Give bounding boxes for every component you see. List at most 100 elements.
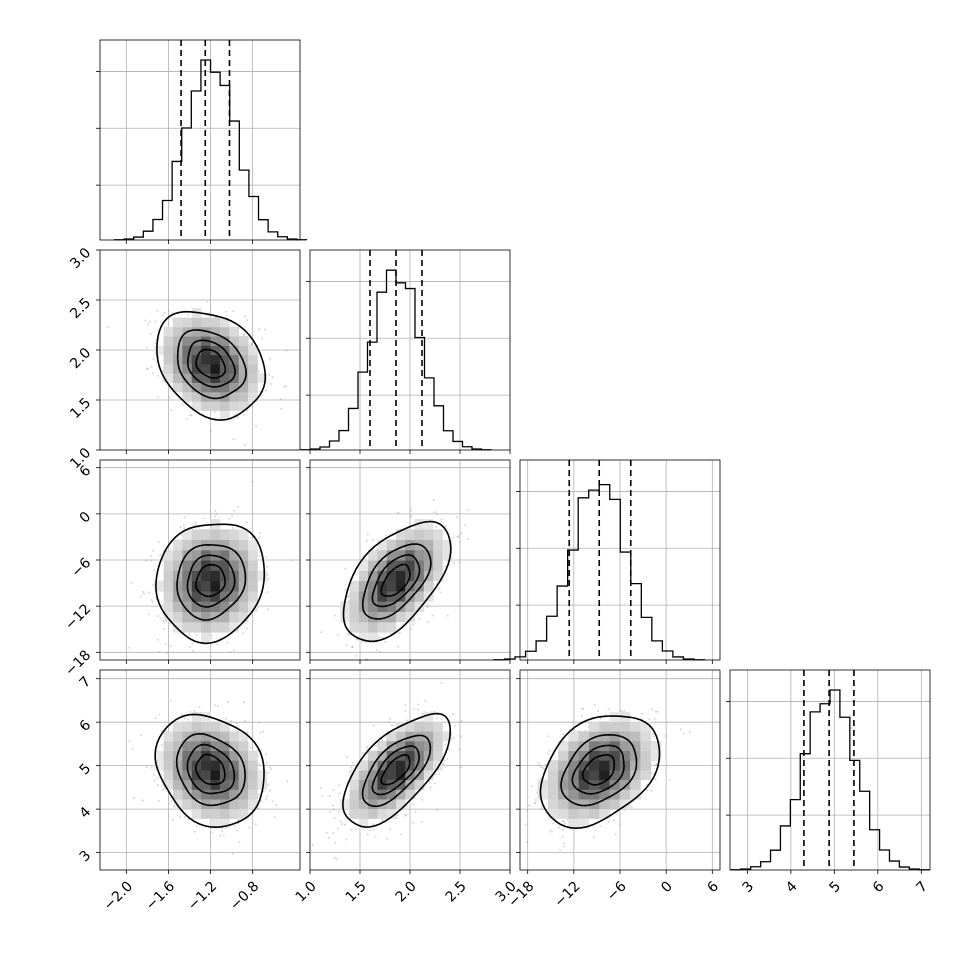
x-tick-label: −6: [604, 878, 630, 904]
scatter-point: [170, 699, 172, 702]
scatter-point: [411, 803, 414, 806]
density-cell: [210, 799, 221, 810]
scatter-point: [433, 782, 436, 785]
scatter-point: [454, 725, 457, 728]
scatter-point: [562, 733, 565, 736]
scatter-point: [228, 517, 231, 520]
scatter-point: [452, 536, 455, 539]
scatter-point: [251, 536, 254, 539]
density-cell: [368, 799, 378, 810]
x-tick-label: 0: [658, 878, 676, 896]
scatter-point: [537, 761, 540, 764]
density-cell: [210, 345, 221, 356]
density-cell: [229, 789, 240, 800]
density-cell: [172, 549, 183, 561]
density-cell: [163, 570, 174, 582]
scatter-point: [390, 724, 393, 727]
y-tick-label: 3: [77, 848, 95, 866]
density-cell: [172, 760, 183, 771]
scatter-point: [558, 826, 560, 829]
scatter-point: [429, 786, 432, 789]
density-cell: [172, 731, 183, 742]
scatter-point: [335, 858, 338, 861]
scatter-point: [157, 541, 160, 543]
scatter-point: [238, 841, 241, 844]
density-cell: [182, 591, 193, 602]
scatter-point: [331, 804, 334, 807]
density-cell: [210, 401, 221, 411]
density-cell: [210, 529, 221, 541]
scatter-point: [345, 838, 348, 841]
density-cell: [414, 570, 425, 582]
scatter-point: [248, 826, 251, 829]
panel-p1-vs-p3: −18−12−606: [62, 459, 301, 679]
density-cell: [433, 750, 443, 761]
scatter-point: [271, 800, 274, 803]
scatter-point: [152, 584, 155, 587]
density-cell: [442, 539, 453, 551]
scatter-point: [614, 833, 617, 836]
density-cell: [405, 580, 415, 592]
density-cell: [182, 373, 193, 383]
density-cell: [368, 632, 378, 643]
scatter-point: [269, 766, 272, 769]
scatter-point: [265, 761, 268, 764]
density-cell: [248, 760, 258, 771]
contour-line: [571, 744, 625, 795]
density-cell: [210, 621, 221, 633]
scatter-point: [680, 728, 682, 731]
density-cell: [386, 570, 397, 582]
density-cell: [257, 570, 268, 582]
scatter-point: [460, 766, 463, 769]
scatter-point: [404, 814, 407, 817]
scatter-point: [433, 511, 436, 514]
scatter-point: [345, 644, 348, 646]
density-cell: [163, 779, 174, 790]
density-cell: [229, 601, 240, 613]
density-cell: [172, 382, 183, 393]
density-cell: [182, 750, 193, 761]
density-cell: [609, 750, 621, 761]
density-cell: [588, 789, 600, 800]
scatter-point: [581, 715, 584, 718]
scatter-point: [438, 773, 441, 775]
density-cell: [238, 401, 249, 411]
scatter-point: [165, 729, 168, 732]
density-cell: [578, 779, 590, 790]
density-cell: [172, 326, 183, 337]
density-cell: [163, 731, 174, 742]
density-cell: [191, 789, 202, 800]
scatter-point: [255, 425, 258, 428]
scatter-point: [187, 313, 190, 316]
density-cell: [599, 731, 610, 742]
scatter-point: [168, 396, 171, 399]
scatter-point: [133, 796, 135, 799]
density-cell: [172, 591, 183, 602]
scatter-point: [283, 385, 286, 388]
scatter-point: [236, 416, 239, 419]
density-cell: [238, 580, 249, 592]
scatter-point: [412, 624, 415, 626]
density-cell: [386, 621, 397, 633]
scatter-point: [351, 645, 354, 648]
scatter-point: [139, 734, 142, 737]
scatter-point: [189, 711, 192, 713]
scatter-point: [334, 841, 337, 844]
scatter-point: [145, 765, 148, 768]
density-cell: [433, 549, 443, 561]
x-tick-label: −1.6: [143, 878, 178, 913]
density-cell: [578, 750, 590, 761]
scatter-point: [464, 524, 467, 526]
scatter-point: [669, 778, 672, 781]
scatter-point: [260, 800, 263, 802]
density-cell: [191, 721, 202, 732]
scatter-point: [597, 710, 599, 713]
density-cell: [558, 779, 569, 790]
scatter-point: [385, 534, 388, 537]
density-cell: [172, 611, 183, 623]
density-cell: [640, 731, 652, 742]
scatter-point: [128, 740, 131, 743]
scatter-point: [396, 814, 398, 817]
density-cell: [229, 354, 240, 365]
